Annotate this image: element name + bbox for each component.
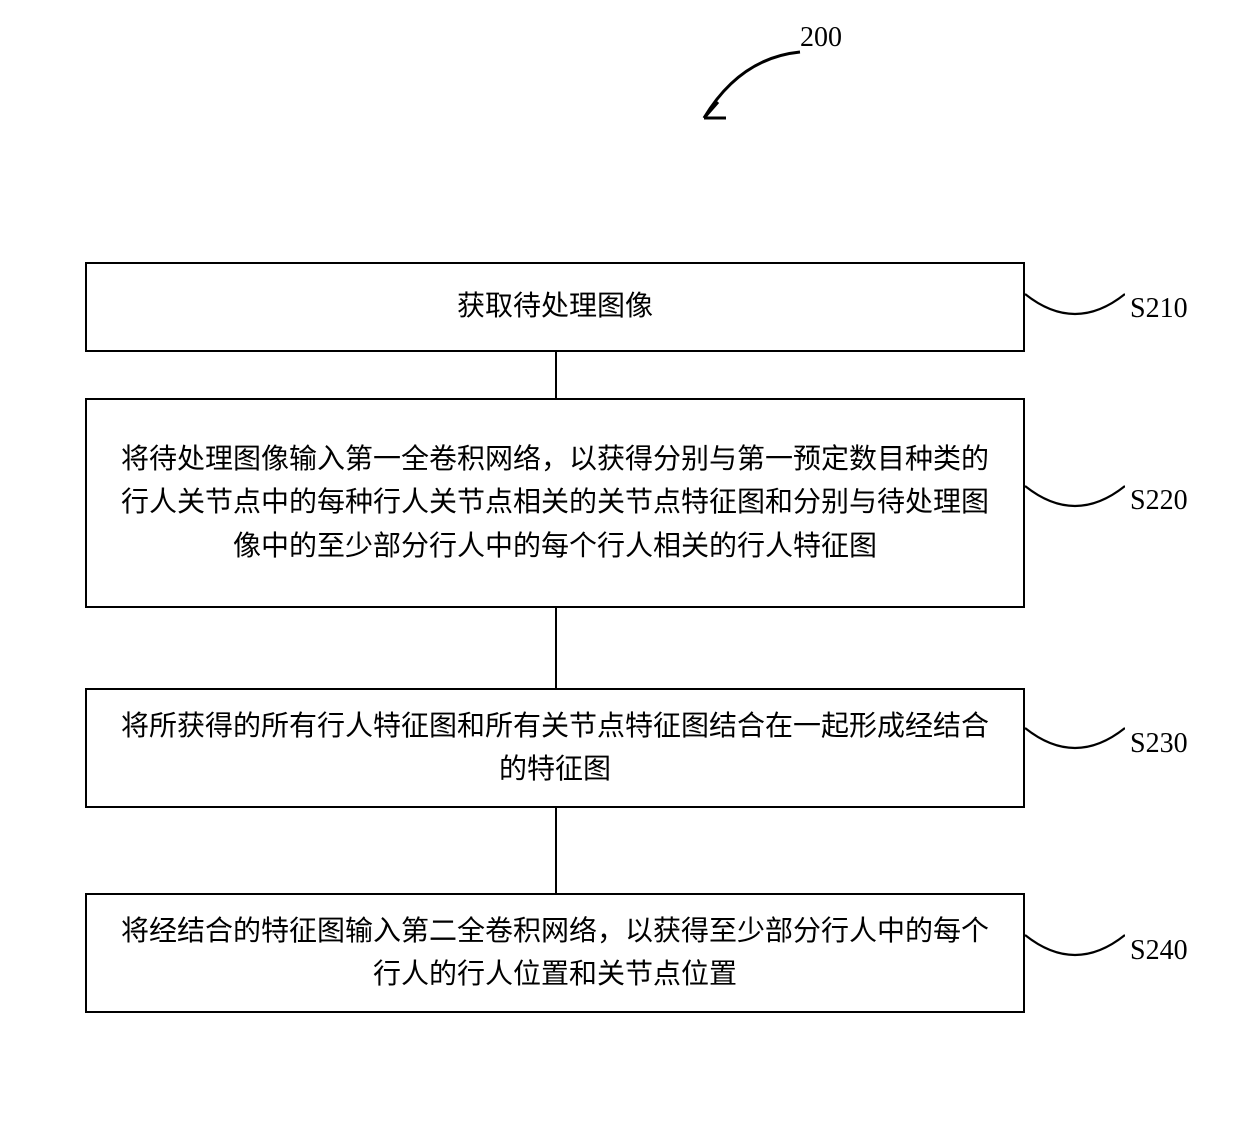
label-arc-icon [1025,288,1125,330]
step-label-s220: S220 [1130,485,1188,517]
step-text: 将经结合的特征图输入第二全卷积网络，以获得至少部分行人中的每个行人的行人位置和关… [119,910,991,997]
step-box-s210: 获取待处理图像 [85,262,1025,352]
step-label-s240: S240 [1130,935,1188,967]
step-box-s230: 将所获得的所有行人特征图和所有关节点特征图结合在一起形成经结合的特征图 [85,688,1025,808]
step-label-s210: S210 [1130,293,1188,325]
connector-s220-s230 [555,608,557,688]
flowchart-container: 200 获取待处理图像 将待处理图像输入第一全卷积网络，以获得分别与第一预定数目… [0,0,1240,1127]
connector-s210-s220 [555,352,557,398]
label-arc-icon [1025,480,1125,522]
label-arc-icon [1025,722,1125,764]
step-box-s220: 将待处理图像输入第一全卷积网络，以获得分别与第一预定数目种类的行人关节点中的每种… [85,398,1025,608]
step-text: 将待处理图像输入第一全卷积网络，以获得分别与第一预定数目种类的行人关节点中的每种… [119,438,991,568]
label-arc-icon [1025,929,1125,971]
connector-s230-s240 [555,808,557,893]
step-label-s230: S230 [1130,728,1188,760]
step-box-s240: 将经结合的特征图输入第二全卷积网络，以获得至少部分行人中的每个行人的行人位置和关… [85,893,1025,1013]
figure-arrow-icon [660,40,820,140]
step-text: 获取待处理图像 [457,285,653,328]
step-text: 将所获得的所有行人特征图和所有关节点特征图结合在一起形成经结合的特征图 [119,705,991,792]
